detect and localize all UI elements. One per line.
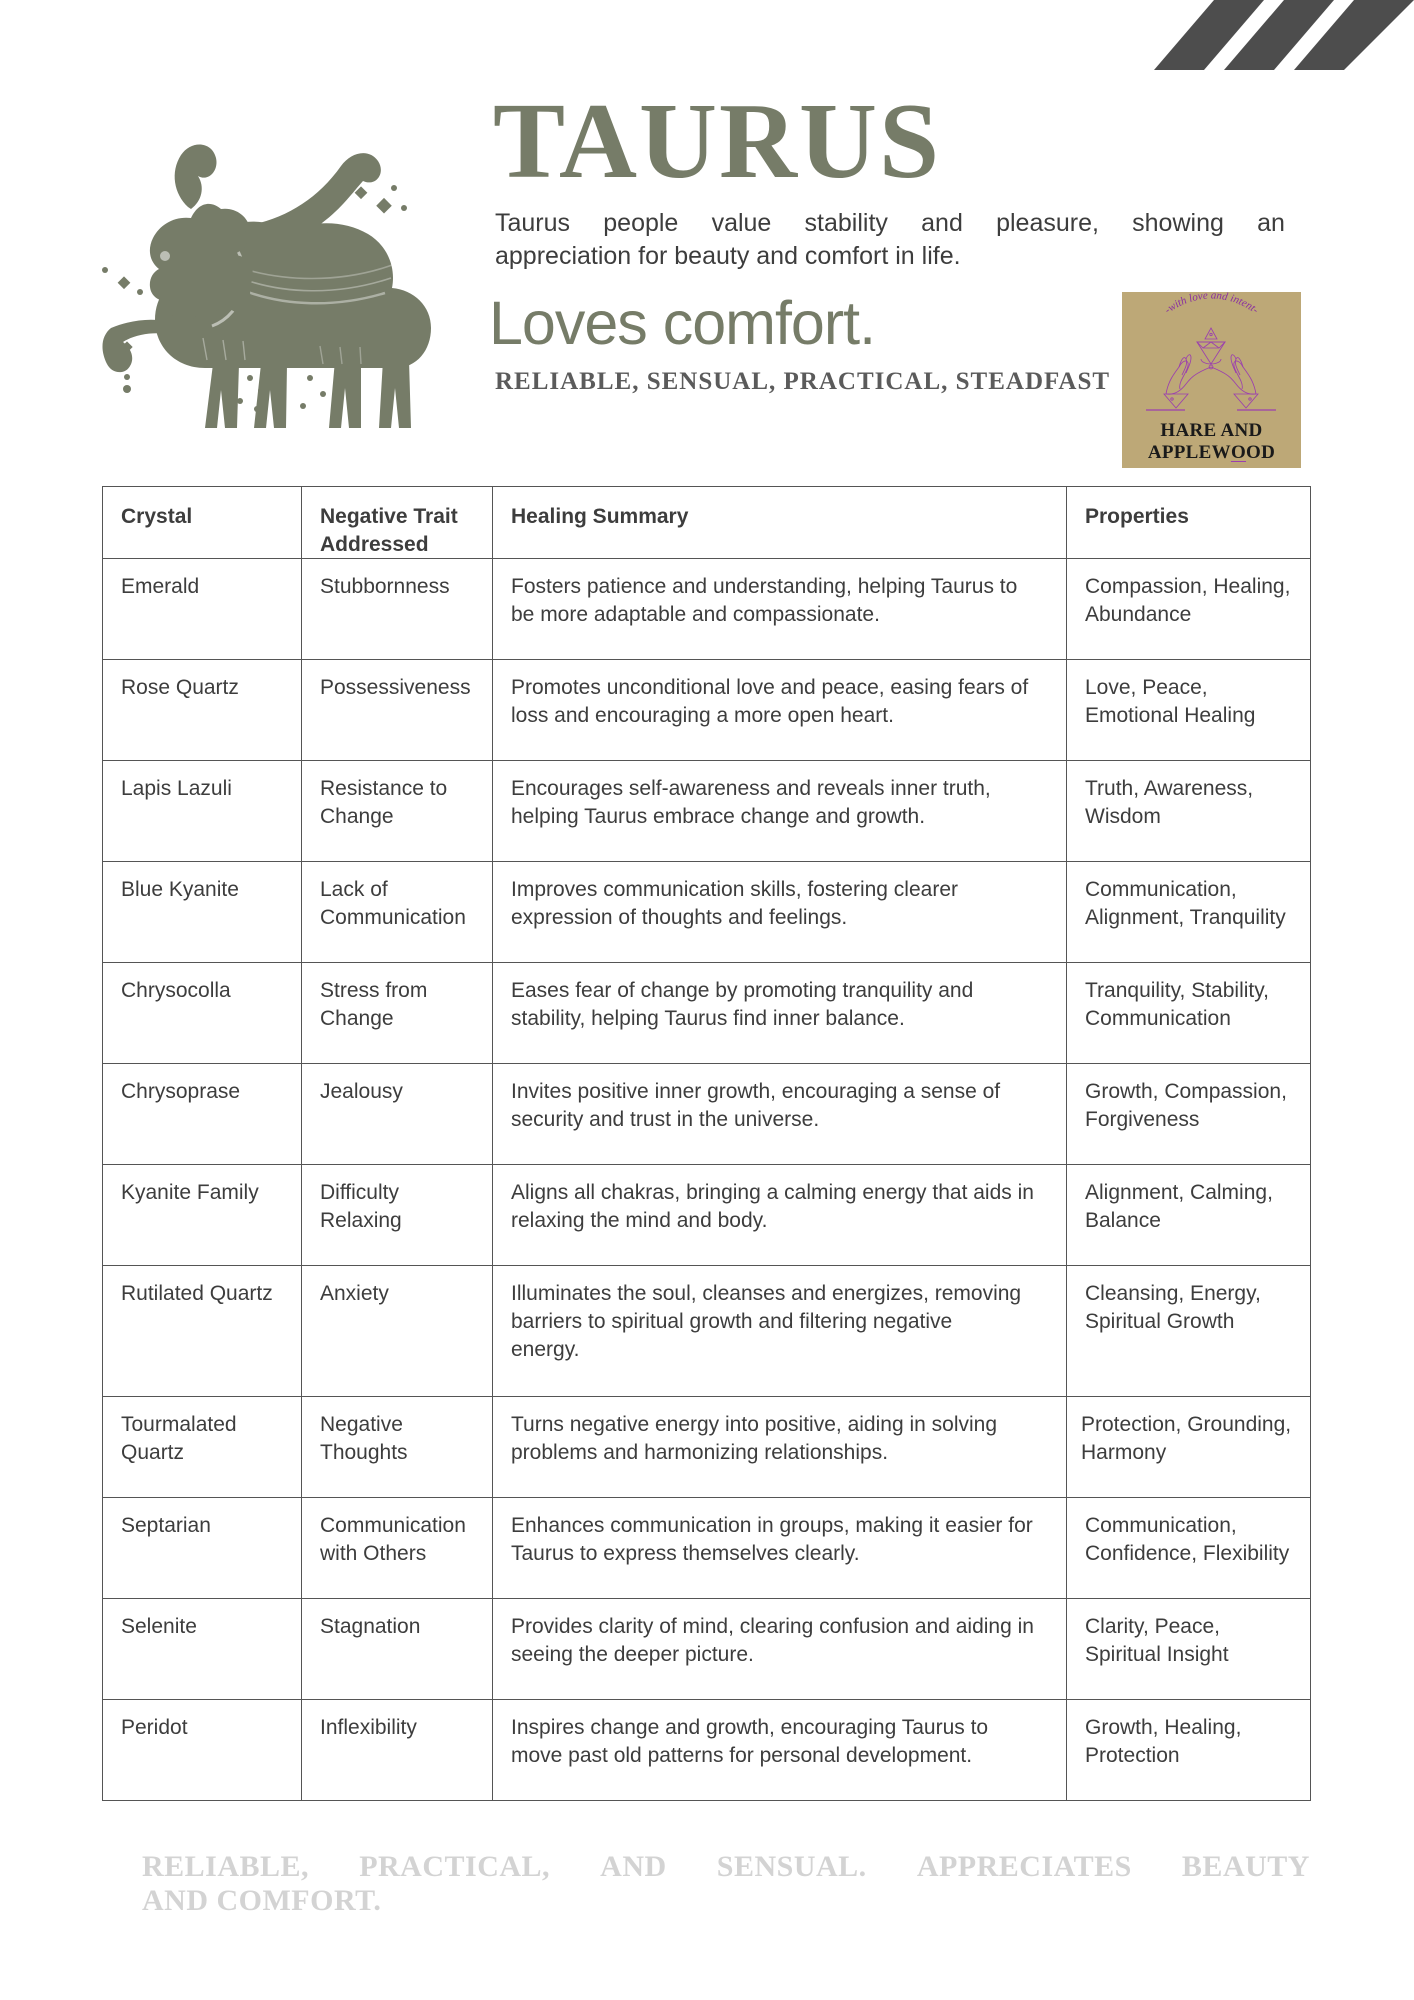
- svg-text:-with love and intent-: -with love and intent-: [1162, 292, 1261, 316]
